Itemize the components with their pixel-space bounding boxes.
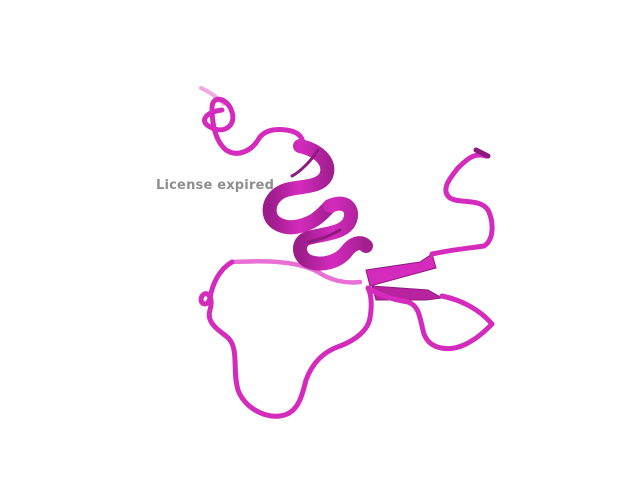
coil-loop-lower [198,259,374,419]
coil-loop-back [229,259,363,285]
c-terminal-end [473,147,491,159]
coil-hairpin-right [365,285,495,352]
coil-curl-top [202,96,306,156]
alpha-helix [262,139,373,271]
license-watermark: License expired [156,178,275,193]
coil-c-terminal [429,152,495,257]
